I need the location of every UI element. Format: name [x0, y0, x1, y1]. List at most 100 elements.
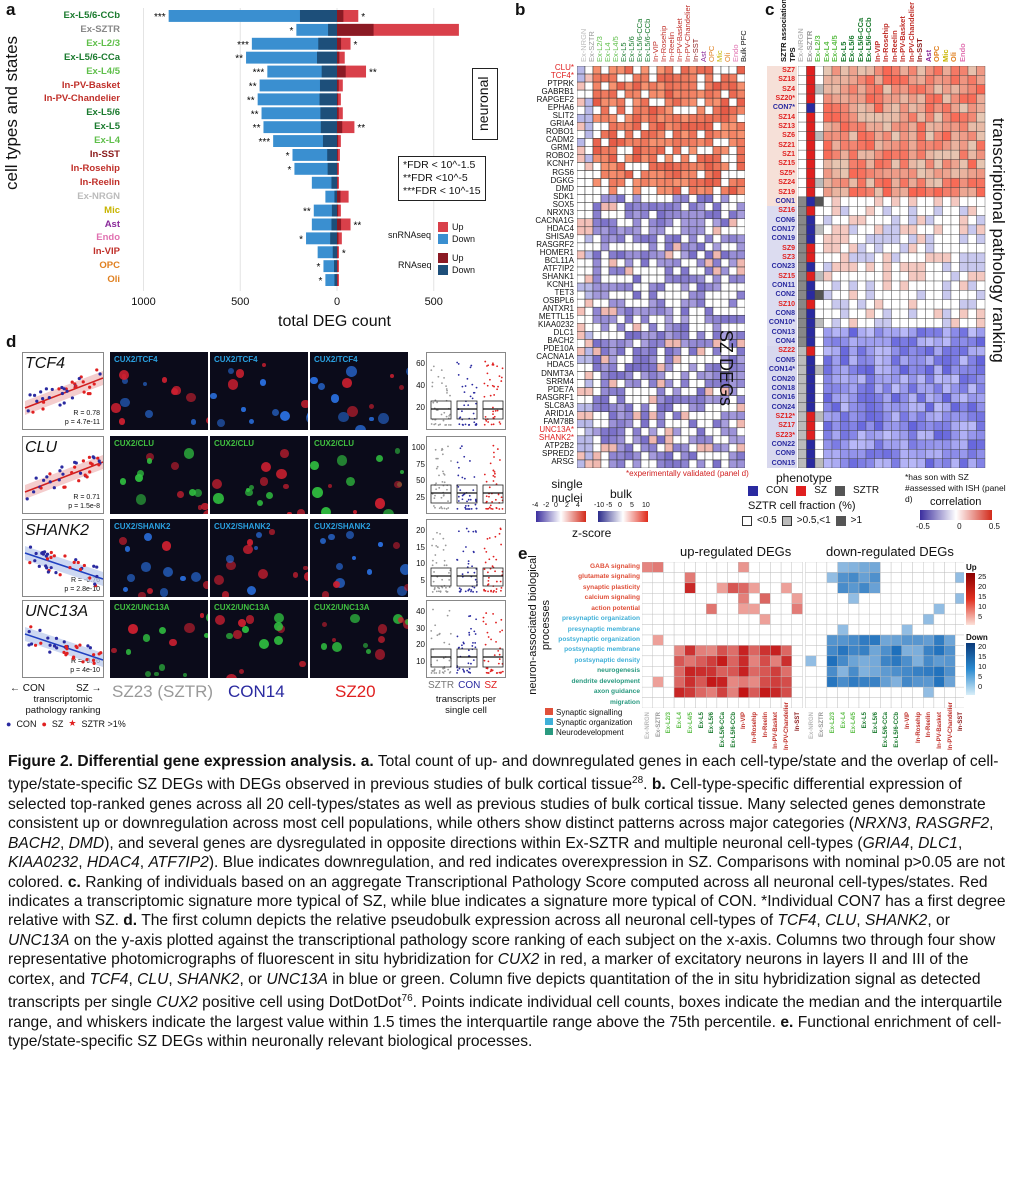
b-heat-cell	[640, 226, 650, 236]
b-heat-cell	[680, 194, 690, 203]
a-bar-down	[294, 162, 337, 175]
b-heat-cell	[648, 395, 658, 404]
d-quant-point	[447, 445, 449, 448]
a-bar-down-bulk	[331, 204, 337, 217]
c-heat-cell	[976, 159, 986, 170]
c-heat-cell	[925, 402, 935, 413]
c-pheno-cell	[806, 140, 816, 151]
d-photo-title: CUX2/SHANK2	[214, 522, 271, 531]
e-down-cell	[955, 634, 964, 646]
d-quant-box: 20 15 10 5	[416, 519, 506, 597]
e-down-cell	[826, 645, 838, 657]
d-point	[90, 462, 94, 466]
c-heat-cell	[848, 299, 858, 310]
c-heat-cell	[899, 206, 909, 216]
d-quant-point	[464, 508, 467, 510]
b-heat-cell	[592, 170, 602, 179]
c-heat-cell	[942, 75, 952, 85]
b-heat-cell	[608, 282, 618, 292]
b-gene-label: RASGRF1	[536, 392, 574, 402]
b-heat-cell	[736, 194, 745, 203]
c-heat-cell	[891, 290, 901, 300]
b-heat-cell	[632, 387, 642, 396]
d-stat-r: R = -0.76	[71, 658, 100, 665]
e-down-cell	[858, 634, 870, 646]
panel-a-bar-chart: *** ***** ****** ********** ***************	[124, 8, 510, 298]
b-heat-cell	[616, 347, 626, 356]
d-quant-point	[442, 548, 445, 551]
b-gene-label: FAM78B	[543, 416, 574, 426]
b-heat-cell	[648, 226, 658, 236]
c-heat-cell	[925, 336, 935, 347]
d-quant-point	[456, 635, 459, 638]
e-up-cell	[738, 645, 750, 657]
panel-label-d: d	[6, 332, 17, 351]
c-heat-cell	[840, 346, 850, 357]
d-cell-blob	[257, 568, 269, 579]
a-sig-down: *	[286, 151, 290, 162]
c-heat-cell	[840, 149, 850, 160]
e-down-cell	[901, 634, 913, 646]
c-sztr-cell	[814, 411, 824, 422]
d-quant-point	[468, 667, 471, 670]
d-quant-point	[461, 498, 464, 501]
e-up-cell	[727, 593, 739, 604]
a-sig-up: *	[361, 12, 365, 23]
c-heat-cell	[899, 439, 909, 450]
d-cell-blob	[351, 555, 357, 561]
swatch-up	[438, 222, 448, 232]
d-quant-point	[490, 590, 492, 593]
e-up-cell	[642, 613, 653, 625]
e-up-cell	[759, 572, 771, 584]
c-heat-cell	[882, 411, 892, 422]
d-quant-point	[486, 584, 489, 586]
c-heat-cell	[848, 449, 858, 459]
b-heat-cell	[736, 363, 745, 372]
c-heat-cell	[959, 430, 969, 441]
c-heat-cell	[925, 75, 935, 85]
b-heat-cell	[584, 290, 594, 300]
d-quant-point	[492, 362, 494, 365]
b-gene-label: SOX5	[552, 199, 574, 209]
c-heat-cell	[857, 187, 867, 198]
c-individual-label: CON11	[767, 281, 797, 291]
b-heat-cell	[656, 282, 666, 292]
d-quant-tick: 30	[416, 623, 425, 633]
d-quant-point	[435, 488, 438, 491]
e-scale-up	[966, 573, 975, 625]
b-heat-cell	[616, 89, 626, 99]
b-heat-cell	[584, 258, 594, 268]
b-heat-cell	[600, 73, 610, 83]
b-heat-cell	[656, 427, 666, 437]
c-heat-cell	[823, 290, 833, 300]
d-quant-point	[487, 579, 490, 582]
figure-caption: Figure 2. Differential gene expression a…	[8, 753, 1006, 1051]
b-heat-cell	[640, 113, 650, 123]
c-heat-cell	[840, 364, 850, 375]
d-quant-point	[486, 667, 489, 669]
b-gene-label: SLC8A3	[544, 400, 574, 410]
e-down-cell	[815, 562, 828, 573]
d-point	[68, 565, 72, 570]
b-heat-cell	[680, 154, 690, 163]
d-cell-blob	[184, 622, 196, 634]
c-heat-cell	[840, 421, 850, 431]
b-heat-cell	[728, 130, 738, 139]
b-heat-cell	[648, 105, 658, 115]
e-down-cell	[912, 582, 924, 594]
e-up-cell	[684, 676, 696, 688]
e-up-cell	[695, 562, 707, 573]
d-quant-point	[438, 474, 440, 477]
d-point	[32, 393, 37, 397]
b-heat-cell	[720, 258, 730, 268]
d-quant-point	[448, 609, 451, 612]
c-heat-cell	[865, 215, 875, 226]
b-heat-cell	[656, 226, 666, 236]
b-gene-label: OSBPL6	[542, 296, 574, 306]
b-heat-cell	[577, 258, 586, 268]
e-process-label: postsynaptic membrane	[564, 646, 640, 654]
d-point	[74, 558, 78, 562]
b-heat-cell	[592, 371, 602, 380]
a-bar-up	[337, 107, 343, 120]
d-quant-point	[485, 550, 488, 553]
